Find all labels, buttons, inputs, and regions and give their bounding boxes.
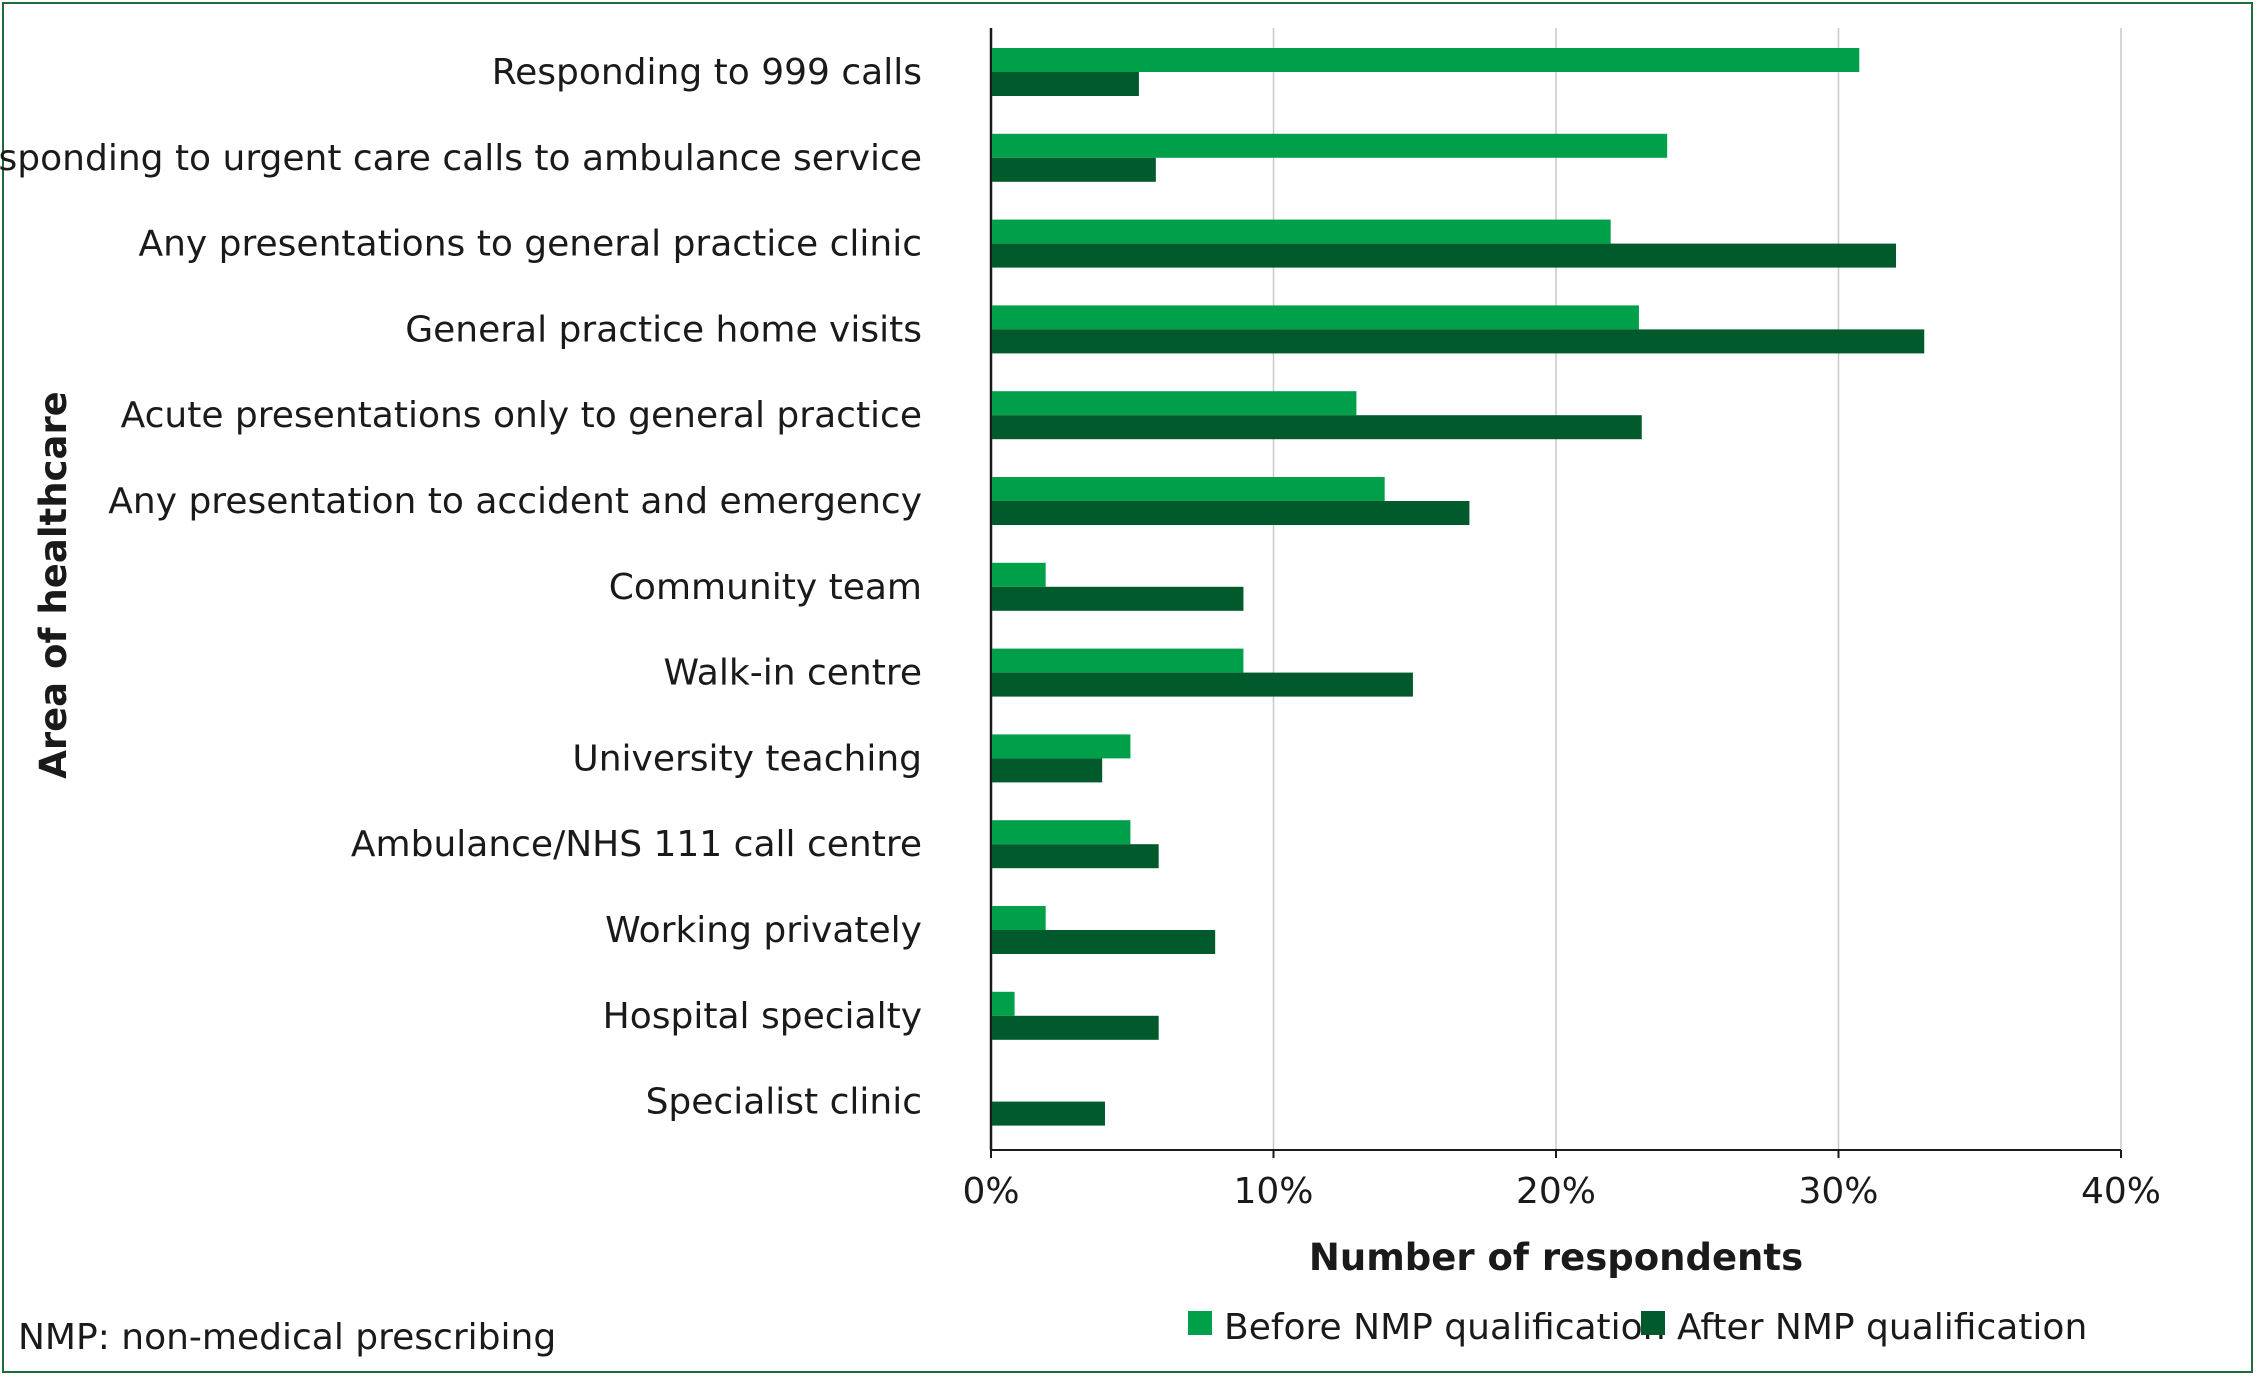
category-label: Acute presentations only to general prac… xyxy=(121,395,922,436)
legend-label-after: After NMP qualification xyxy=(1677,1307,2087,1348)
bar-before xyxy=(992,820,1131,845)
bar-before xyxy=(992,991,1015,1016)
x-tick-label: 10% xyxy=(1233,1171,1313,1212)
x-tick-label: 40% xyxy=(2081,1171,2161,1212)
footnote: NMP: non-medical prescribing xyxy=(18,1317,556,1358)
x-tick-label: 20% xyxy=(1516,1171,1596,1212)
bar-before xyxy=(992,906,1046,930)
category-label: Community team xyxy=(609,567,922,608)
bar-after xyxy=(992,157,1156,182)
bar-after xyxy=(992,1015,1159,1040)
grid-lines xyxy=(989,28,2122,1158)
legend: Before NMP qualification After NMP quali… xyxy=(1188,1307,2087,1348)
bar-before xyxy=(992,133,1668,158)
category-label: Ambulance/NHS 111 call centre xyxy=(351,824,922,865)
category-label: Any presentations to general practice cl… xyxy=(138,224,922,265)
bar-after xyxy=(992,501,1470,525)
bar-after xyxy=(992,72,1139,96)
category-label: Specialist clinic xyxy=(646,1082,922,1123)
bar-before xyxy=(992,48,1860,72)
legend-swatch-before xyxy=(1188,1311,1212,1335)
category-label: Working privately xyxy=(605,910,922,951)
x-tick-label: 0% xyxy=(962,1171,1019,1212)
bar-after xyxy=(992,243,1896,268)
bar-after xyxy=(992,586,1244,611)
category-label: Hospital specialty xyxy=(603,996,922,1037)
legend-swatch-after xyxy=(1641,1311,1665,1335)
category-label: Any presentation to accident and emergen… xyxy=(108,481,922,522)
bar-after xyxy=(992,758,1103,783)
bar-before xyxy=(992,477,1385,501)
x-tick-labels: 0% 10% 20% 30% 40% xyxy=(962,1171,2161,1212)
x-tick-label: 30% xyxy=(1798,1171,1878,1212)
bar-before xyxy=(992,562,1046,587)
bar-before xyxy=(992,391,1357,416)
bar-after xyxy=(992,1101,1105,1126)
bar-after xyxy=(992,329,1925,354)
bar-after xyxy=(992,415,1642,440)
category-label: General practice home visits xyxy=(405,309,922,350)
category-label: Walk-in centre xyxy=(664,653,923,694)
category-label: Responding to urgent care calls to ambul… xyxy=(0,138,922,179)
bar-before xyxy=(992,648,1244,673)
bar-before xyxy=(992,734,1131,759)
bar-before xyxy=(992,219,1611,244)
bar-after xyxy=(992,930,1216,954)
x-axis-title: Number of respondents xyxy=(1309,1236,1803,1279)
category-labels: Responding to 999 calls Responding to urg… xyxy=(0,52,922,1123)
bar-after xyxy=(992,844,1159,869)
category-label: Responding to 999 calls xyxy=(492,52,922,93)
bars xyxy=(992,48,1925,1126)
legend-label-before: Before NMP qualification xyxy=(1224,1307,1666,1348)
category-label: University teaching xyxy=(572,738,922,779)
y-axis-title: Area of healthcare xyxy=(32,391,75,779)
bar-after xyxy=(992,672,1413,697)
bar-before xyxy=(992,305,1639,330)
